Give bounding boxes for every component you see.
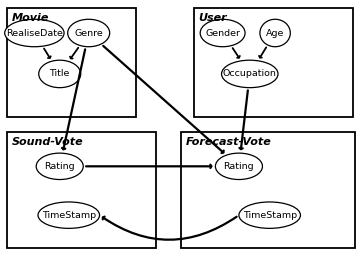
Text: Forecast-Vote: Forecast-Vote xyxy=(185,137,271,147)
Ellipse shape xyxy=(200,19,245,47)
Text: Rating: Rating xyxy=(224,162,254,171)
Text: Sound-Vote: Sound-Vote xyxy=(12,137,83,147)
Ellipse shape xyxy=(39,60,81,88)
Text: Movie: Movie xyxy=(12,13,49,23)
Ellipse shape xyxy=(38,202,100,228)
Ellipse shape xyxy=(68,19,110,47)
Ellipse shape xyxy=(36,153,83,180)
Text: RealiseDate: RealiseDate xyxy=(6,29,63,37)
Bar xyxy=(194,8,353,117)
Text: Genre: Genre xyxy=(74,29,103,37)
Ellipse shape xyxy=(260,19,290,47)
Ellipse shape xyxy=(239,202,300,228)
Ellipse shape xyxy=(215,153,262,180)
Text: Title: Title xyxy=(50,69,70,78)
Text: Occupation: Occupation xyxy=(223,69,277,78)
Bar xyxy=(181,132,355,248)
Bar xyxy=(7,8,136,117)
Text: Rating: Rating xyxy=(45,162,75,171)
Ellipse shape xyxy=(222,60,278,88)
Text: Age: Age xyxy=(266,29,284,37)
Text: User: User xyxy=(198,13,227,23)
Bar xyxy=(7,132,156,248)
Text: TimeStamp: TimeStamp xyxy=(243,211,297,220)
Text: Gender: Gender xyxy=(205,29,240,37)
Ellipse shape xyxy=(5,19,64,47)
Text: TimeStamp: TimeStamp xyxy=(42,211,96,220)
